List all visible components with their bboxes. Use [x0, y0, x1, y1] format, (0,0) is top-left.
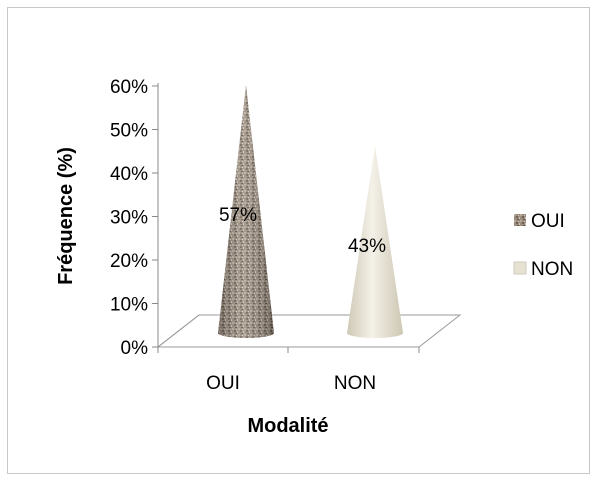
chart-floor	[156, 314, 462, 348]
cone-non	[347, 145, 403, 338]
cone-shading	[218, 85, 274, 338]
data-label: 43%	[348, 236, 386, 257]
y-tick-label: 10%	[110, 295, 148, 316]
y-tick-label: 20%	[110, 251, 148, 272]
x-tick-label: NON	[334, 373, 376, 394]
y-tick-label: 40%	[110, 164, 148, 185]
y-tick-label: 60%	[110, 77, 148, 98]
legend-label: OUI	[531, 211, 565, 232]
chart-frame	[7, 7, 590, 474]
legend: OUI NON	[513, 211, 573, 280]
legend-swatch-non	[513, 261, 527, 275]
x-tick-label: OUI	[206, 373, 240, 394]
y-tick-label: 50%	[110, 121, 148, 142]
data-label: 57%	[219, 205, 257, 226]
data-labels: 57% 43%	[219, 205, 386, 257]
legend-label: NON	[531, 259, 573, 280]
x-axis-title: Modalité	[247, 415, 328, 437]
y-tick-label: 30%	[110, 208, 148, 229]
y-axis-ticks: 0% 10% 20% 30% 40% 50% 60%	[110, 77, 158, 359]
legend-swatch-oui	[514, 214, 526, 226]
floor-edge	[157, 314, 200, 348]
cone-series	[218, 85, 403, 338]
x-axis-labels: OUI NON	[206, 373, 376, 394]
y-axis-title: Fréquence (%)	[55, 147, 77, 285]
y-tick-label: 0%	[121, 338, 149, 359]
